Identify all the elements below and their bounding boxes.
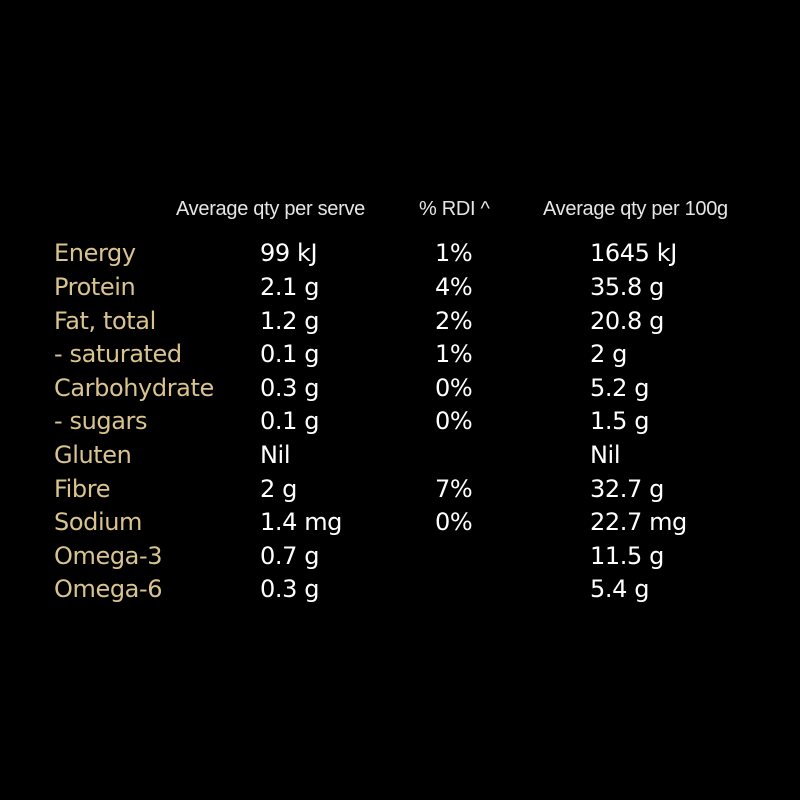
nutrient-row-fat-total: Fat, total 1.2 g 2% 20.8 g bbox=[0, 304, 800, 338]
nutrient-name: - saturated bbox=[54, 340, 182, 368]
value-per-serve: Nil bbox=[260, 441, 291, 469]
value-rdi: 0% bbox=[435, 407, 473, 435]
value-rdi: 1% bbox=[435, 239, 473, 267]
header-rdi: % RDI ^ bbox=[419, 198, 490, 220]
nutrient-name: Gluten bbox=[54, 441, 132, 469]
header-per-100g: Average qty per 100g bbox=[543, 198, 728, 220]
nutrient-name: Protein bbox=[54, 273, 136, 301]
value-per-serve: 2.1 g bbox=[260, 273, 320, 301]
nutrient-row-sugars: - sugars 0.1 g 0% 1.5 g bbox=[0, 404, 800, 438]
value-per-100g: 2 g bbox=[590, 340, 627, 368]
value-per-100g: 5.4 g bbox=[590, 575, 650, 603]
value-per-100g: 11.5 g bbox=[590, 542, 664, 570]
nutrient-name: Omega-6 bbox=[54, 575, 163, 603]
nutrient-name: Fibre bbox=[54, 475, 111, 503]
value-per-100g: 35.8 g bbox=[590, 273, 664, 301]
value-per-100g: 20.8 g bbox=[590, 307, 664, 335]
nutrient-name: Omega-3 bbox=[54, 542, 163, 570]
value-per-serve: 0.1 g bbox=[260, 340, 320, 368]
value-per-100g: 32.7 g bbox=[590, 475, 664, 503]
value-per-serve: 99 kJ bbox=[260, 239, 318, 267]
value-per-serve: 0.3 g bbox=[260, 575, 320, 603]
value-per-serve: 0.7 g bbox=[260, 542, 320, 570]
value-per-serve: 0.1 g bbox=[260, 407, 320, 435]
header-per-serve: Average qty per serve bbox=[176, 198, 365, 220]
value-per-serve: 2 g bbox=[260, 475, 297, 503]
value-per-100g: Nil bbox=[590, 441, 621, 469]
value-rdi: 4% bbox=[435, 273, 473, 301]
value-rdi: 1% bbox=[435, 340, 473, 368]
value-per-100g: 1645 kJ bbox=[590, 239, 677, 267]
nutrient-row-fibre: Fibre 2 g 7% 32.7 g bbox=[0, 472, 800, 506]
nutrient-name: Sodium bbox=[54, 508, 143, 536]
nutrient-row-carbohydrate: Carbohydrate 0.3 g 0% 5.2 g bbox=[0, 371, 800, 405]
value-per-serve: 0.3 g bbox=[260, 374, 320, 402]
nutrient-name: - sugars bbox=[54, 407, 148, 435]
nutrient-name: Energy bbox=[54, 239, 136, 267]
value-per-serve: 1.2 g bbox=[260, 307, 320, 335]
nutrient-row-omega-3: Omega-3 0.7 g 11.5 g bbox=[0, 539, 800, 573]
nutrient-name: Carbohydrate bbox=[54, 374, 214, 402]
value-rdi: 0% bbox=[435, 508, 473, 536]
value-per-100g: 22.7 mg bbox=[590, 508, 687, 536]
nutrient-row-energy: Energy 99 kJ 1% 1645 kJ bbox=[0, 236, 800, 270]
value-rdi: 7% bbox=[435, 475, 473, 503]
nutrient-row-omega-6: Omega-6 0.3 g 5.4 g bbox=[0, 572, 800, 606]
value-per-serve: 1.4 mg bbox=[260, 508, 343, 536]
nutrient-row-sodium: Sodium 1.4 mg 0% 22.7 mg bbox=[0, 505, 800, 539]
nutrient-row-saturated: - saturated 0.1 g 1% 2 g bbox=[0, 337, 800, 371]
value-per-100g: 5.2 g bbox=[590, 374, 650, 402]
value-rdi: 0% bbox=[435, 374, 473, 402]
value-per-100g: 1.5 g bbox=[590, 407, 650, 435]
nutrient-name: Fat, total bbox=[54, 307, 156, 335]
value-rdi: 2% bbox=[435, 307, 473, 335]
nutrient-row-protein: Protein 2.1 g 4% 35.8 g bbox=[0, 270, 800, 304]
nutrient-row-gluten: Gluten Nil Nil bbox=[0, 438, 800, 472]
